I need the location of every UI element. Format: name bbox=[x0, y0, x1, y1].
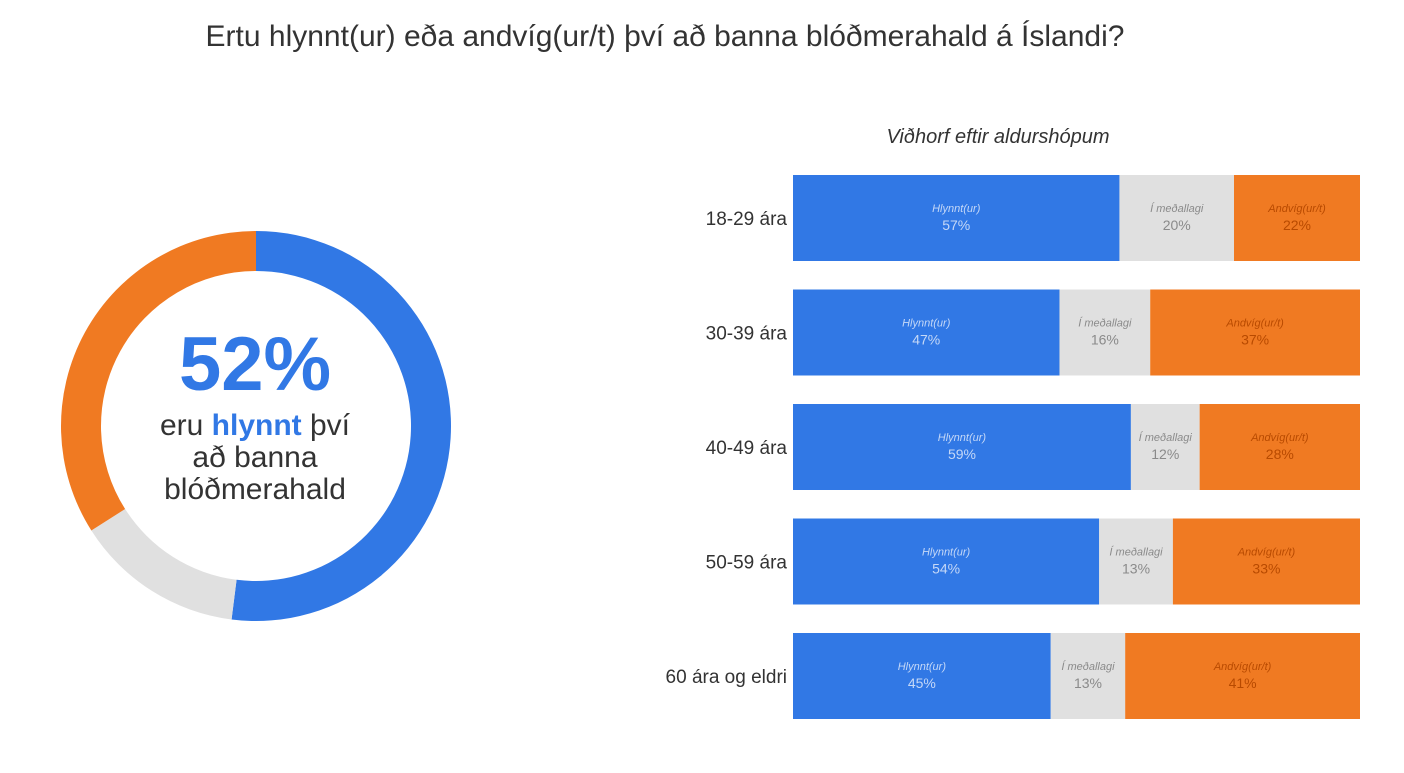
segment-value-label: 16% bbox=[1091, 332, 1119, 348]
segment-series-label: Í meðallagi bbox=[1109, 546, 1163, 559]
bar-segment-andv-g-ur-t bbox=[1199, 404, 1360, 490]
segment-series-label: Hlynnt(ur) bbox=[938, 432, 987, 444]
segment-series-label: Hlynnt(ur) bbox=[922, 547, 971, 559]
bar-segment-hlynnt-ur bbox=[793, 404, 1131, 490]
segment-value-label: 12% bbox=[1151, 446, 1179, 462]
category-label: 50-59 ára bbox=[706, 553, 788, 574]
headline-percentage: 52% bbox=[178, 322, 332, 407]
bar-segment-me-allagi bbox=[1099, 518, 1173, 605]
donut-chart bbox=[61, 231, 451, 621]
headline-text-highlight: hlynnt bbox=[211, 409, 302, 442]
bar-segment-hlynnt-ur bbox=[793, 633, 1051, 719]
segment-series-label: Í meðallagi bbox=[1078, 317, 1132, 330]
segment-series-label: Andvíg(ur/t) bbox=[1267, 203, 1326, 215]
segment-value-label: 33% bbox=[1252, 561, 1280, 577]
bar-chart-title: Viðhorf eftir aldurshópum bbox=[886, 126, 1110, 148]
headline-text: eru hlynnt því að banna blóðmerahald bbox=[105, 410, 405, 506]
category-label: 18-29 ára bbox=[706, 209, 788, 230]
segment-series-label: Hlynnt(ur) bbox=[902, 318, 951, 330]
segment-series-label: Andvíg(ur/t) bbox=[1250, 432, 1309, 444]
category-label: 60 ára og eldri bbox=[666, 667, 787, 688]
segment-value-label: 57% bbox=[942, 217, 970, 233]
headline-text-post: því bbox=[310, 409, 351, 442]
bar-segment-me-allagi bbox=[1130, 404, 1200, 490]
segment-value-label: 22% bbox=[1283, 217, 1311, 233]
bar-segment-hlynnt-ur bbox=[793, 289, 1060, 376]
segment-series-label: Andvíg(ur/t) bbox=[1213, 661, 1272, 673]
donut-center-label: 52% eru hlynnt því að banna blóðmerahald bbox=[105, 320, 405, 506]
segment-value-label: 13% bbox=[1122, 561, 1150, 577]
segment-series-label: Í meðallagi bbox=[1139, 431, 1193, 444]
bar-segment-hlynnt-ur bbox=[793, 518, 1100, 605]
category-label: 40-49 ára bbox=[706, 438, 788, 459]
bar-segment-me-allagi bbox=[1119, 175, 1234, 261]
segment-value-label: 28% bbox=[1266, 446, 1294, 462]
donut-slice-andv-g-ur-t bbox=[61, 231, 257, 531]
segment-value-label: 59% bbox=[948, 446, 976, 462]
segment-series-label: Andvíg(ur/t) bbox=[1237, 547, 1296, 559]
bar-segment-me-allagi bbox=[1059, 289, 1151, 376]
segment-value-label: 54% bbox=[932, 561, 960, 577]
headline-text-pre: eru bbox=[159, 409, 204, 442]
headline-text-line3: blóðmerahald bbox=[164, 473, 346, 506]
segment-series-label: Hlynnt(ur) bbox=[898, 661, 947, 673]
bar-segment-andv-g-ur-t bbox=[1125, 633, 1360, 719]
segment-series-label: Í meðallagi bbox=[1150, 202, 1204, 215]
segment-value-label: 37% bbox=[1241, 332, 1269, 348]
donut-slice-me-allagi bbox=[91, 509, 237, 620]
bar-segment-andv-g-ur-t bbox=[1150, 289, 1360, 376]
bar-segment-me-allagi bbox=[1050, 633, 1126, 719]
chart-title: Ertu hlynnt(ur) eða andvíg(ur/t) því að … bbox=[205, 20, 1125, 53]
headline-text-line2: að banna bbox=[192, 441, 318, 474]
segment-series-label: Hlynnt(ur) bbox=[932, 203, 981, 215]
segment-value-label: 45% bbox=[908, 675, 936, 691]
bar-segment-hlynnt-ur bbox=[793, 175, 1120, 261]
category-label: 30-39 ára bbox=[706, 324, 788, 345]
segment-series-label: Í meðallagi bbox=[1061, 660, 1115, 673]
segment-value-label: 13% bbox=[1074, 675, 1102, 691]
segment-value-label: 47% bbox=[912, 332, 940, 348]
segment-value-label: 41% bbox=[1229, 675, 1257, 691]
bar-segment-andv-g-ur-t bbox=[1172, 518, 1360, 605]
segment-value-label: 20% bbox=[1163, 217, 1191, 233]
segment-series-label: Andvíg(ur/t) bbox=[1225, 318, 1284, 330]
bar-segment-andv-g-ur-t bbox=[1234, 175, 1360, 261]
donut-slice-hlynnt-ur bbox=[231, 231, 451, 621]
